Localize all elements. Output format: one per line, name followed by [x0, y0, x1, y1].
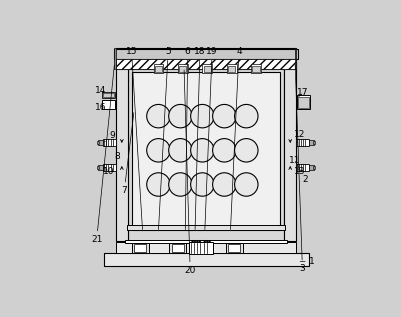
Bar	[313, 141, 314, 144]
Text: 8: 8	[114, 152, 119, 161]
Circle shape	[203, 240, 205, 242]
Text: 5: 5	[158, 47, 171, 230]
Bar	[171, 244, 184, 252]
Bar	[103, 253, 308, 266]
Bar	[296, 95, 310, 109]
Bar	[103, 164, 116, 171]
Circle shape	[234, 139, 257, 162]
Bar	[179, 66, 186, 72]
Text: 6: 6	[184, 47, 190, 230]
Bar	[115, 48, 296, 68]
Text: 21: 21	[91, 65, 114, 244]
Bar	[227, 66, 235, 72]
Bar	[169, 243, 186, 253]
Circle shape	[190, 139, 214, 162]
Circle shape	[190, 173, 214, 196]
Bar	[202, 64, 212, 74]
Bar	[313, 166, 314, 169]
Circle shape	[168, 173, 192, 196]
Text: 20: 20	[184, 70, 195, 275]
Bar	[134, 244, 146, 252]
Bar	[115, 242, 296, 253]
Text: 12: 12	[294, 130, 305, 143]
Text: 9: 9	[105, 131, 115, 142]
Bar	[297, 97, 308, 107]
Bar	[98, 140, 103, 145]
Text: 2: 2	[295, 161, 307, 184]
Circle shape	[234, 173, 257, 196]
Bar	[98, 165, 103, 170]
Bar	[188, 242, 213, 254]
Bar	[251, 64, 260, 74]
Bar	[226, 64, 236, 74]
Text: 16: 16	[95, 103, 107, 112]
Bar	[114, 48, 115, 68]
Circle shape	[194, 240, 196, 242]
Text: 10: 10	[102, 166, 114, 176]
Text: 11: 11	[289, 156, 300, 165]
Bar	[115, 62, 128, 241]
Circle shape	[234, 104, 257, 128]
Bar	[203, 66, 211, 72]
Circle shape	[190, 104, 214, 128]
Circle shape	[208, 240, 210, 242]
Bar	[101, 93, 115, 98]
Text: 4: 4	[230, 47, 241, 230]
Circle shape	[146, 104, 170, 128]
Text: 14: 14	[95, 86, 107, 95]
Text: 17: 17	[296, 88, 308, 97]
Bar	[131, 243, 148, 253]
Circle shape	[168, 104, 192, 128]
Bar	[225, 243, 242, 253]
Circle shape	[206, 240, 208, 242]
Bar	[154, 66, 162, 72]
Bar	[178, 64, 187, 74]
Text: 15: 15	[126, 47, 142, 230]
Bar	[125, 240, 286, 243]
Circle shape	[146, 139, 170, 162]
Bar	[103, 94, 114, 97]
Text: 1: 1	[300, 257, 314, 266]
Text: 7: 7	[121, 113, 134, 195]
Bar	[294, 48, 296, 68]
Bar	[153, 64, 163, 74]
Circle shape	[212, 104, 235, 128]
Bar	[295, 164, 308, 171]
Bar	[308, 165, 313, 170]
Bar	[308, 140, 313, 145]
Bar	[227, 244, 240, 252]
Circle shape	[191, 240, 193, 242]
Circle shape	[212, 139, 235, 162]
Circle shape	[146, 173, 170, 196]
Text: 3: 3	[294, 65, 304, 273]
Bar	[284, 62, 296, 241]
Bar	[97, 166, 98, 169]
Bar	[126, 225, 285, 230]
Bar	[128, 62, 284, 241]
Circle shape	[196, 240, 198, 242]
Circle shape	[212, 173, 235, 196]
Bar	[295, 139, 308, 146]
Bar	[103, 139, 116, 146]
Bar	[101, 100, 115, 109]
Bar	[114, 49, 297, 59]
Text: 18: 18	[194, 47, 205, 230]
Bar	[115, 59, 296, 68]
Text: 13: 13	[294, 166, 305, 176]
Text: 19: 19	[205, 47, 217, 230]
Circle shape	[198, 240, 200, 242]
Bar	[252, 66, 259, 72]
Circle shape	[168, 139, 192, 162]
Bar	[97, 141, 98, 144]
Bar	[131, 72, 280, 230]
